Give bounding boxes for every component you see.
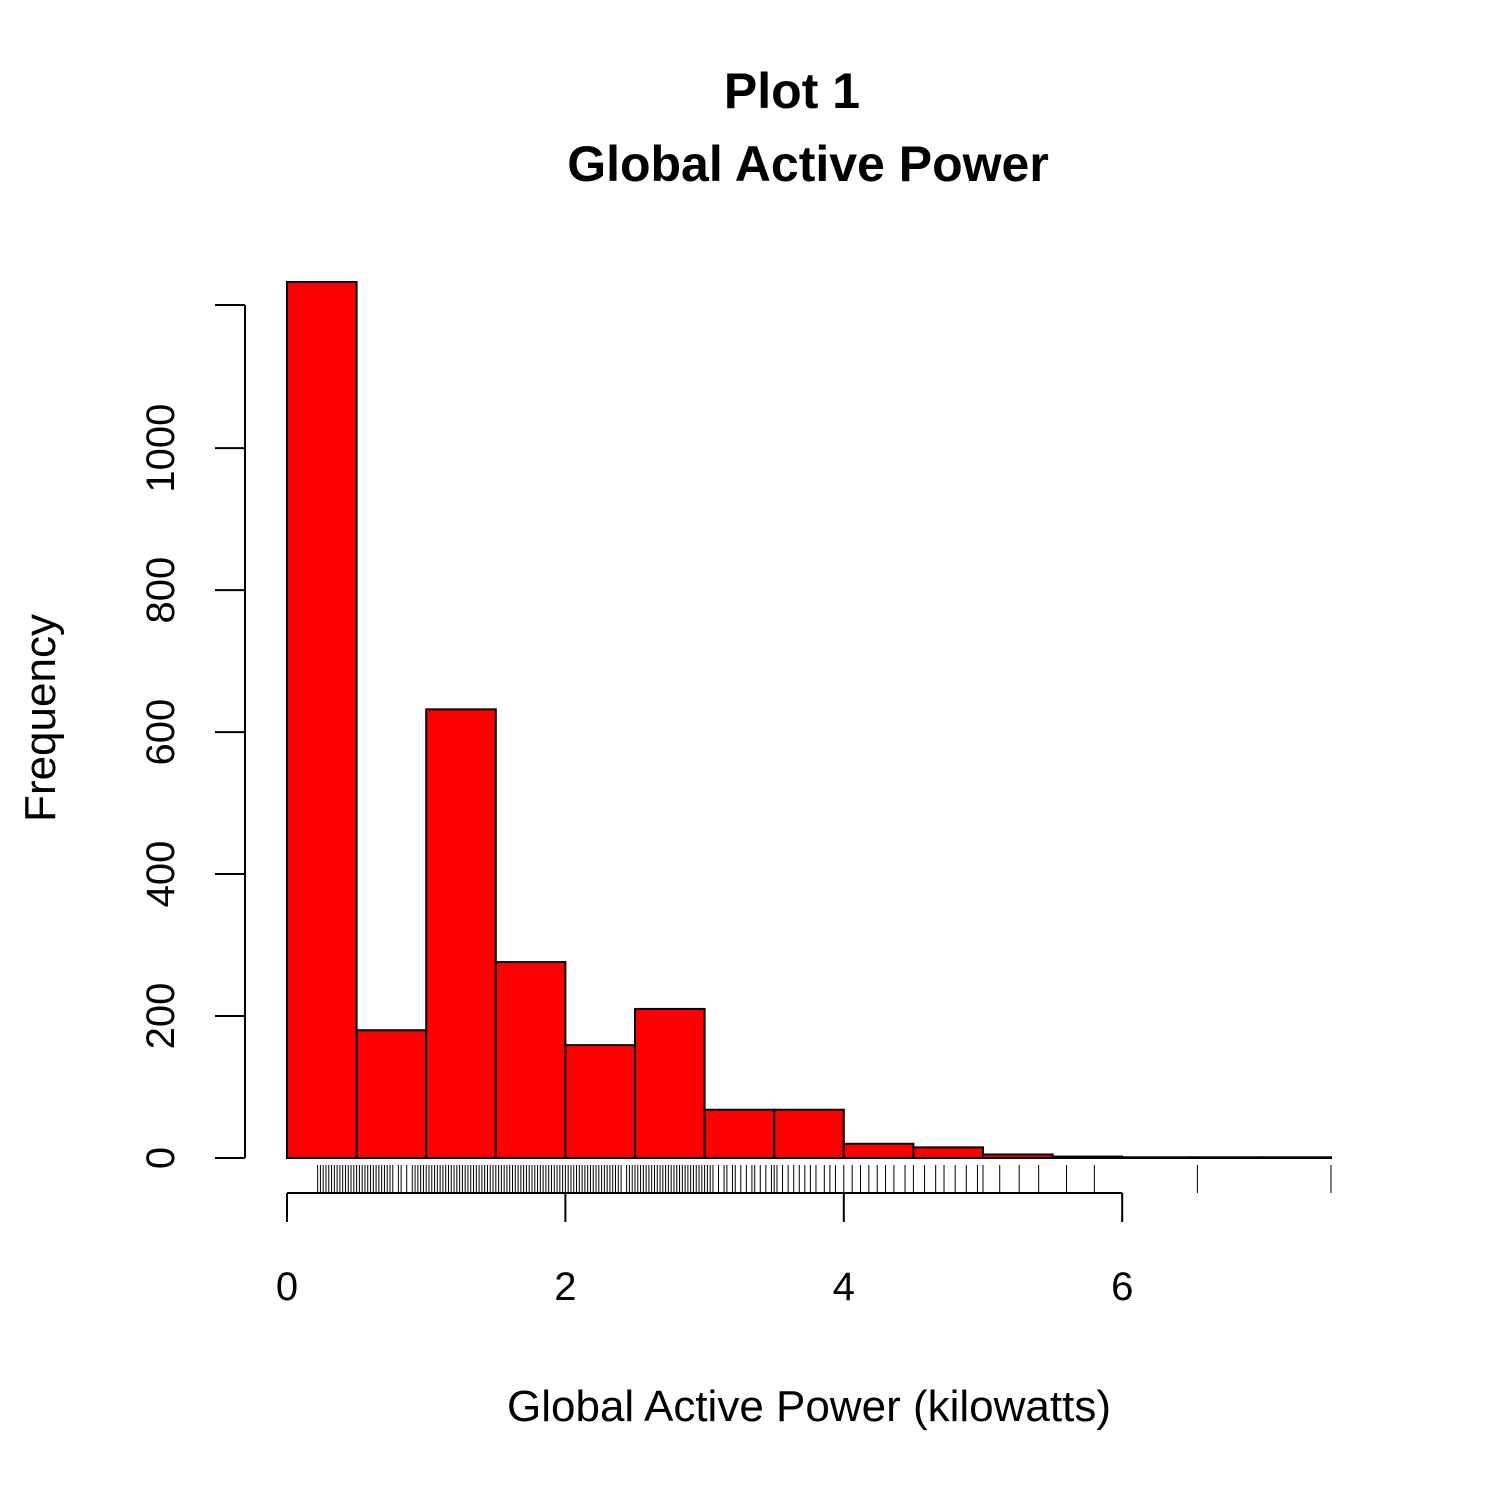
x-tick-label: 0 bbox=[276, 1265, 298, 1309]
histogram-bar bbox=[425, 708, 497, 1159]
histogram-bars bbox=[286, 281, 1333, 1160]
y-tick-label: 200 bbox=[139, 983, 183, 1050]
histogram-bar bbox=[912, 1146, 985, 1159]
histogram-bar bbox=[1051, 1155, 1124, 1159]
histogram-bar bbox=[773, 1108, 845, 1159]
histogram-bar bbox=[703, 1108, 776, 1159]
histogram-bar bbox=[1260, 1156, 1333, 1160]
x-tick-label: 6 bbox=[1111, 1265, 1133, 1309]
histogram-bar bbox=[634, 1007, 706, 1159]
x-axis: 0 2 4 6 bbox=[276, 1192, 1133, 1309]
histogram-bar bbox=[564, 1044, 637, 1160]
histogram-bar bbox=[355, 1029, 428, 1160]
y-tick-label: 600 bbox=[139, 699, 183, 766]
y-tick-label: 1000 bbox=[139, 404, 183, 493]
y-axis: 0 200 400 600 800 1000 bbox=[139, 304, 246, 1169]
histogram-bar bbox=[1121, 1156, 1193, 1160]
x-tick-label: 2 bbox=[554, 1265, 576, 1309]
x-tick-label: 4 bbox=[833, 1265, 855, 1309]
y-axis-label: Frequency bbox=[16, 614, 65, 822]
rug-marks bbox=[317, 1165, 1332, 1193]
y-tick-label: 400 bbox=[139, 841, 183, 908]
chart-subtitle: Global Active Power bbox=[567, 136, 1049, 192]
x-axis-label: Global Active Power (kilowatts) bbox=[507, 1382, 1111, 1431]
histogram-bar bbox=[982, 1153, 1054, 1159]
histogram-bar bbox=[842, 1142, 915, 1159]
histogram-bar bbox=[286, 281, 358, 1159]
histogram-bar bbox=[1190, 1156, 1263, 1160]
y-tick-label: 0 bbox=[139, 1147, 183, 1169]
chart-title: Plot 1 bbox=[724, 63, 860, 119]
histogram-bar bbox=[494, 961, 567, 1159]
y-tick-label: 800 bbox=[139, 557, 183, 624]
